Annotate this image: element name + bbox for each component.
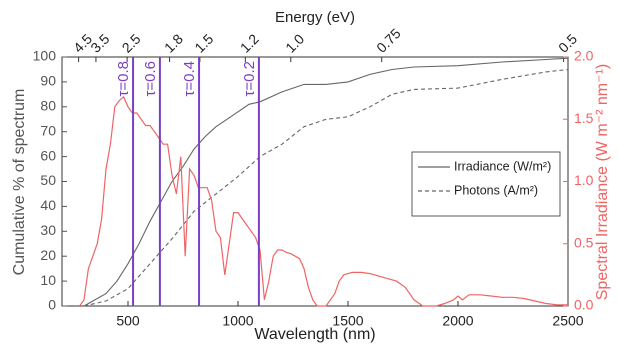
y-tick-label: 50 [40,172,56,188]
y-axis-label: Cumulative % of spectrum [11,89,28,276]
y-tick-label: 10 [40,272,56,288]
y2-tick-label: 2.0 [574,48,594,64]
threshold-label: τ=0.6 [142,61,159,97]
series-line [79,95,568,307]
x-axis-label: Wavelength (nm) [254,326,375,343]
series-line [83,57,569,307]
threshold-label: τ=0.8 [115,61,132,97]
y2-tick-label: 0.0 [574,297,594,313]
legend-label: Irradiance (W/m²) [454,159,551,173]
y-tick-label: 90 [40,73,56,89]
legend-label: Photons (A/m²) [454,183,538,197]
x-tick-label: 1500 [332,313,363,329]
y-tick-label: 70 [40,122,56,138]
series-line [83,68,569,307]
threshold-label: τ=0.2 [241,61,258,97]
y2-tick-label: 0.5 [574,234,594,250]
x-tick-label: 2500 [552,313,583,329]
x-tick-label: 2000 [442,313,473,329]
y-tick-label: 0 [48,297,56,313]
y-tick-label: 30 [40,222,56,238]
x-tick-label: 500 [116,313,140,329]
y-tick-label: 40 [40,197,56,213]
legend-box [411,151,561,217]
y-tick-label: 100 [33,48,57,64]
y2-tick-label: 1.0 [574,172,594,188]
x2-axis-label: Energy (eV) [275,9,355,26]
y2-tick-label: 1.5 [574,110,594,126]
y2-axis-label: Spectral Irradiance (W m⁻² nm⁻¹) [594,64,611,300]
y-tick-label: 20 [40,247,56,263]
threshold-label: τ=0.4 [181,61,198,97]
x-tick-label: 1000 [222,313,253,329]
y-tick-label: 60 [40,147,56,163]
y-tick-label: 80 [40,98,56,114]
